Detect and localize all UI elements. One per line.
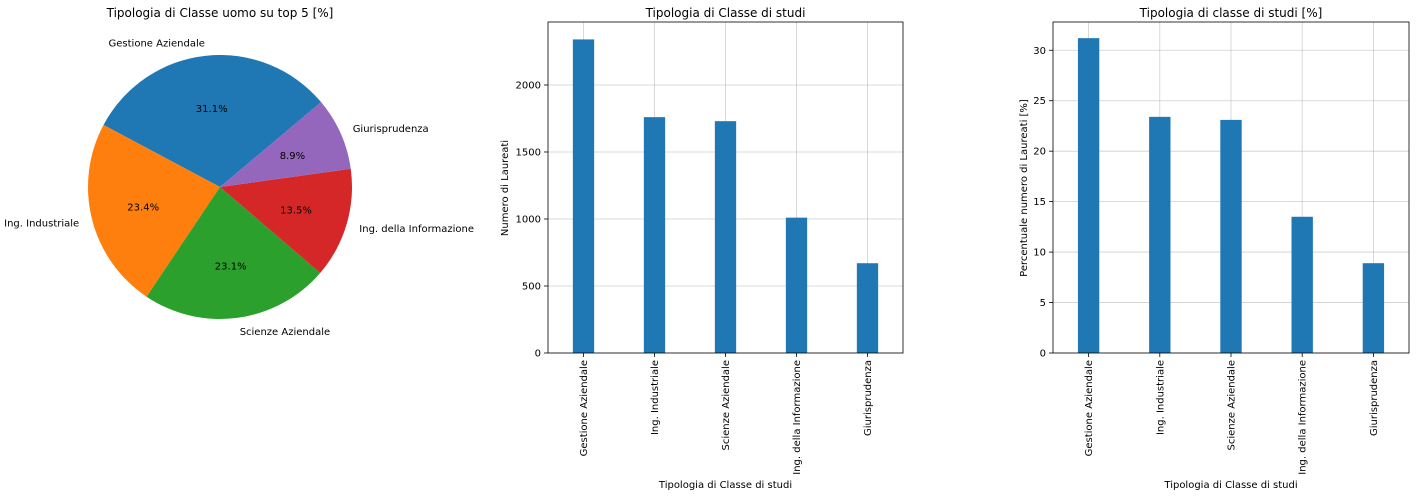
x-tick-label: Scienze Aziendale [721,360,732,450]
pie-pct-label: 23.1% [215,262,247,273]
bar-ing-industriale [643,117,666,354]
bar-ing-industriale [1149,116,1171,353]
bar-ing-della-informazione [785,217,808,353]
bar-count-ylabel: Numero di Laureati [500,140,511,236]
y-tick-label: 1000 [516,214,541,225]
bar-percent-title: Tipologia di classe di studi [%] [1139,6,1323,20]
x-tick-label: Ing. Industriale [650,360,661,435]
bar-percent-xticks: Gestione Aziendale Ing. Industriale Scienz… [1084,353,1380,475]
bar-percent-bars [1077,38,1385,354]
bar-gestione-aziendale [1077,38,1100,354]
pie-pct-label: 31.1% [196,104,228,115]
y-tick-label: 20 [1033,147,1046,158]
pie-labels: 31.1% Gestione Aziendale 23.4% Ing. Industr… [4,39,474,338]
bar-percent-ylabel: Percentuale numero di Laureati [%] [1019,99,1030,277]
x-tick-label: Ing. della Informazione [1298,360,1309,475]
bar-count-bars [572,39,879,354]
y-tick-label: 5 [1040,298,1046,309]
x-tick-label: Scienze Aziendale [1227,360,1238,450]
bar-percent-yticks: 0 5 10 15 20 25 30 [1033,46,1053,360]
pie-slice-scienze-aziendale [146,187,321,319]
x-tick-label: Giurisprudenza [1369,360,1380,436]
bar-count-title: Tipologia di Classe di studi [645,6,806,20]
bar-ing-della-informazione [1291,216,1313,353]
y-tick-label: 500 [522,281,541,292]
pie-pct-label: 23.4% [127,202,159,213]
bar-count-yticks: 0 500 1000 1500 2000 [516,80,548,360]
bar-chart-percent: Tipologia di classe di studi [%] 0 5 10 15 2… [1019,6,1410,491]
bar-giurisprudenza [1362,263,1385,353]
y-tick-label: 25 [1033,96,1046,107]
y-tick-label: 30 [1033,46,1046,57]
pie-slice-ing-industriale [87,124,221,297]
pie-slice-gestione-aziendale [103,54,322,187]
pie-category-label: Ing. Industriale [4,218,79,229]
pie-category-label: Ing. della Informazione [359,224,474,235]
pie-title: Tipologia di Classe uomo su top 5 [%] [106,6,334,20]
bar-percent-xlabel: Tipologia di Classe di studi [1163,480,1297,491]
x-tick-label: Ing. della Informazione [792,360,803,475]
y-tick-label: 15 [1033,197,1046,208]
x-tick-label: Gestione Aziendale [1084,360,1095,456]
bar-count-xticks: Gestione Aziendale Ing. Industriale Scienz… [579,353,874,475]
y-tick-label: 1500 [516,147,541,158]
x-tick-label: Giurisprudenza [863,360,874,436]
pie-category-label: Giurisprudenza [353,124,429,135]
y-tick-label: 2000 [516,80,541,91]
bar-chart-count: Tipologia di Classe di studi 0 500 1000 150… [500,6,904,491]
pie-pct-label: 8.9% [280,151,305,162]
y-tick-label: 10 [1033,248,1046,259]
x-tick-label: Gestione Aziendale [579,360,590,456]
bar-scienze-aziendale [1220,119,1242,353]
pie-slices [87,54,353,319]
bar-gestione-aziendale [572,39,595,354]
y-tick-label: 0 [535,349,541,360]
y-tick-label: 0 [1040,349,1046,360]
pie-pct-label: 13.5% [280,205,312,216]
bar-giurisprudenza [856,263,879,353]
pie-slice-giurisprudenza [220,102,351,187]
pie-chart: Tipologia di Classe uomo su top 5 [%] 31… [4,6,474,338]
pie-category-label: Gestione Aziendale [109,39,205,50]
bar-count-xlabel: Tipologia di Classe di studi [658,480,792,491]
pie-slice-ing-della-informazione [220,168,353,273]
bar-scienze-aziendale [714,121,737,353]
pie-category-label: Scienze Aziendale [240,327,330,338]
x-tick-label: Ing. Industriale [1155,360,1166,435]
